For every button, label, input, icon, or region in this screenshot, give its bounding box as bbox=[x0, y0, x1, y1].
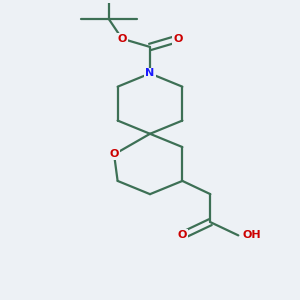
Text: OH: OH bbox=[243, 230, 261, 240]
Text: O: O bbox=[173, 34, 183, 44]
Text: O: O bbox=[110, 149, 119, 159]
Text: O: O bbox=[117, 34, 127, 44]
Text: N: N bbox=[146, 68, 154, 78]
Text: O: O bbox=[178, 230, 187, 240]
